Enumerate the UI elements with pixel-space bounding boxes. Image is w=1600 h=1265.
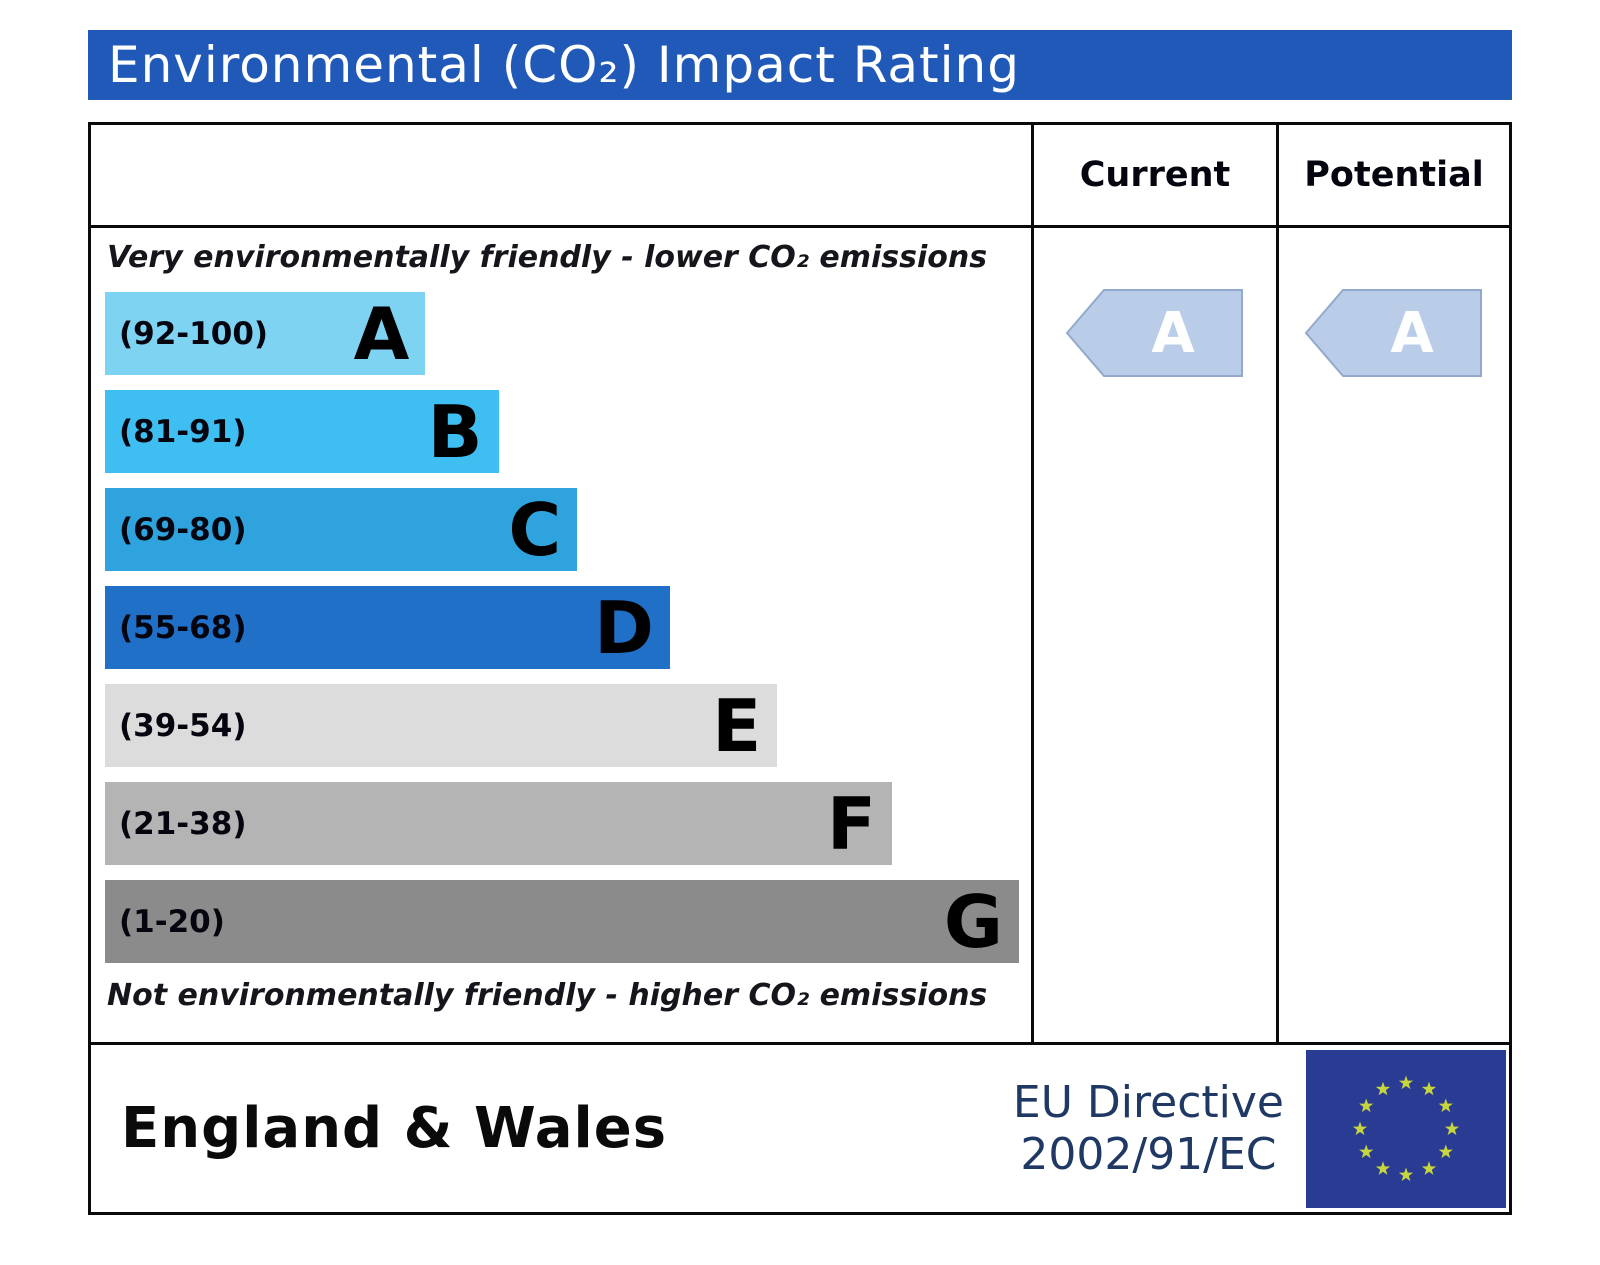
band-letter: D — [594, 585, 654, 670]
chart-title: Environmental (CO₂) Impact Rating — [108, 36, 1020, 94]
chart-frame: Current Potential Very environmentally f… — [88, 122, 1512, 1215]
eu-directive-label: EU Directive 2002/91/EC — [1013, 1077, 1284, 1181]
band-bar: (92-100) A — [105, 291, 426, 376]
band-row: (81-91) B — [105, 390, 1031, 473]
band-bar: (21-38) F — [105, 781, 893, 866]
eu-directive-line1: EU Directive — [1012, 1076, 1284, 1128]
band-range: (55-68) — [119, 609, 247, 646]
potential-arrow-shape — [1304, 289, 1482, 377]
band-bar: (55-68) D — [105, 586, 670, 669]
band-range: (1-20) — [119, 903, 225, 940]
band-range: (69-80) — [119, 511, 247, 548]
band-letter: F — [826, 781, 877, 866]
rating-table: Current Potential Very environmentally f… — [91, 125, 1509, 1042]
band-range: (81-91) — [119, 413, 247, 450]
header-spacer-cell — [91, 125, 1031, 228]
chart-title-bar: Environmental (CO₂) Impact Rating — [88, 30, 1512, 100]
potential-column-header: Potential — [1276, 125, 1509, 228]
potential-rating-letter: A — [1390, 301, 1434, 366]
top-note: Very environmentally friendly - lower CO… — [107, 240, 988, 275]
current-header-label: Current — [1079, 155, 1231, 195]
band-letter: E — [712, 683, 762, 768]
potential-rating-arrow: A — [1303, 286, 1485, 380]
band-letter: A — [353, 291, 410, 376]
current-column-header: Current — [1031, 125, 1276, 228]
current-arrow-shape — [1065, 289, 1243, 377]
band-letter: G — [943, 879, 1003, 964]
band-row: (69-80) C — [105, 488, 1031, 571]
bottom-note: Not environmentally friendly - higher CO… — [107, 978, 988, 1013]
band-row: (21-38) F — [105, 782, 1031, 865]
region-label: England & Wales — [121, 1096, 668, 1161]
band-list: (92-100) A (81-91) B (69-80) C (55-68) D… — [105, 292, 1031, 963]
band-range: (39-54) — [119, 707, 247, 744]
band-bar: (39-54) E — [105, 683, 778, 768]
potential-header-label: Potential — [1304, 155, 1484, 195]
band-letter: C — [508, 487, 562, 572]
current-rating-arrow: A — [1064, 286, 1246, 380]
band-bar: (1-20) G — [105, 880, 1019, 963]
eu-directive-line2: 2002/91/EC — [1020, 1128, 1277, 1180]
band-letter: B — [427, 389, 483, 474]
band-row: (1-20) G — [105, 880, 1031, 963]
band-range: (21-38) — [119, 805, 247, 842]
band-bar: (81-91) B — [105, 390, 499, 473]
potential-rating-cell: A — [1276, 228, 1509, 1042]
band-row: (55-68) D — [105, 586, 1031, 669]
band-bar: (69-80) C — [105, 487, 578, 572]
current-rating-cell: A — [1031, 228, 1276, 1042]
current-rating-letter: A — [1151, 301, 1195, 366]
band-row: (92-100) A — [105, 292, 1031, 375]
band-range: (92-100) — [119, 315, 269, 352]
eu-flag-icon — [1306, 1049, 1506, 1208]
band-row: (39-54) E — [105, 684, 1031, 767]
bands-cell: Very environmentally friendly - lower CO… — [91, 228, 1031, 1042]
footer: England & Wales EU Directive 2002/91/EC — [91, 1042, 1509, 1212]
